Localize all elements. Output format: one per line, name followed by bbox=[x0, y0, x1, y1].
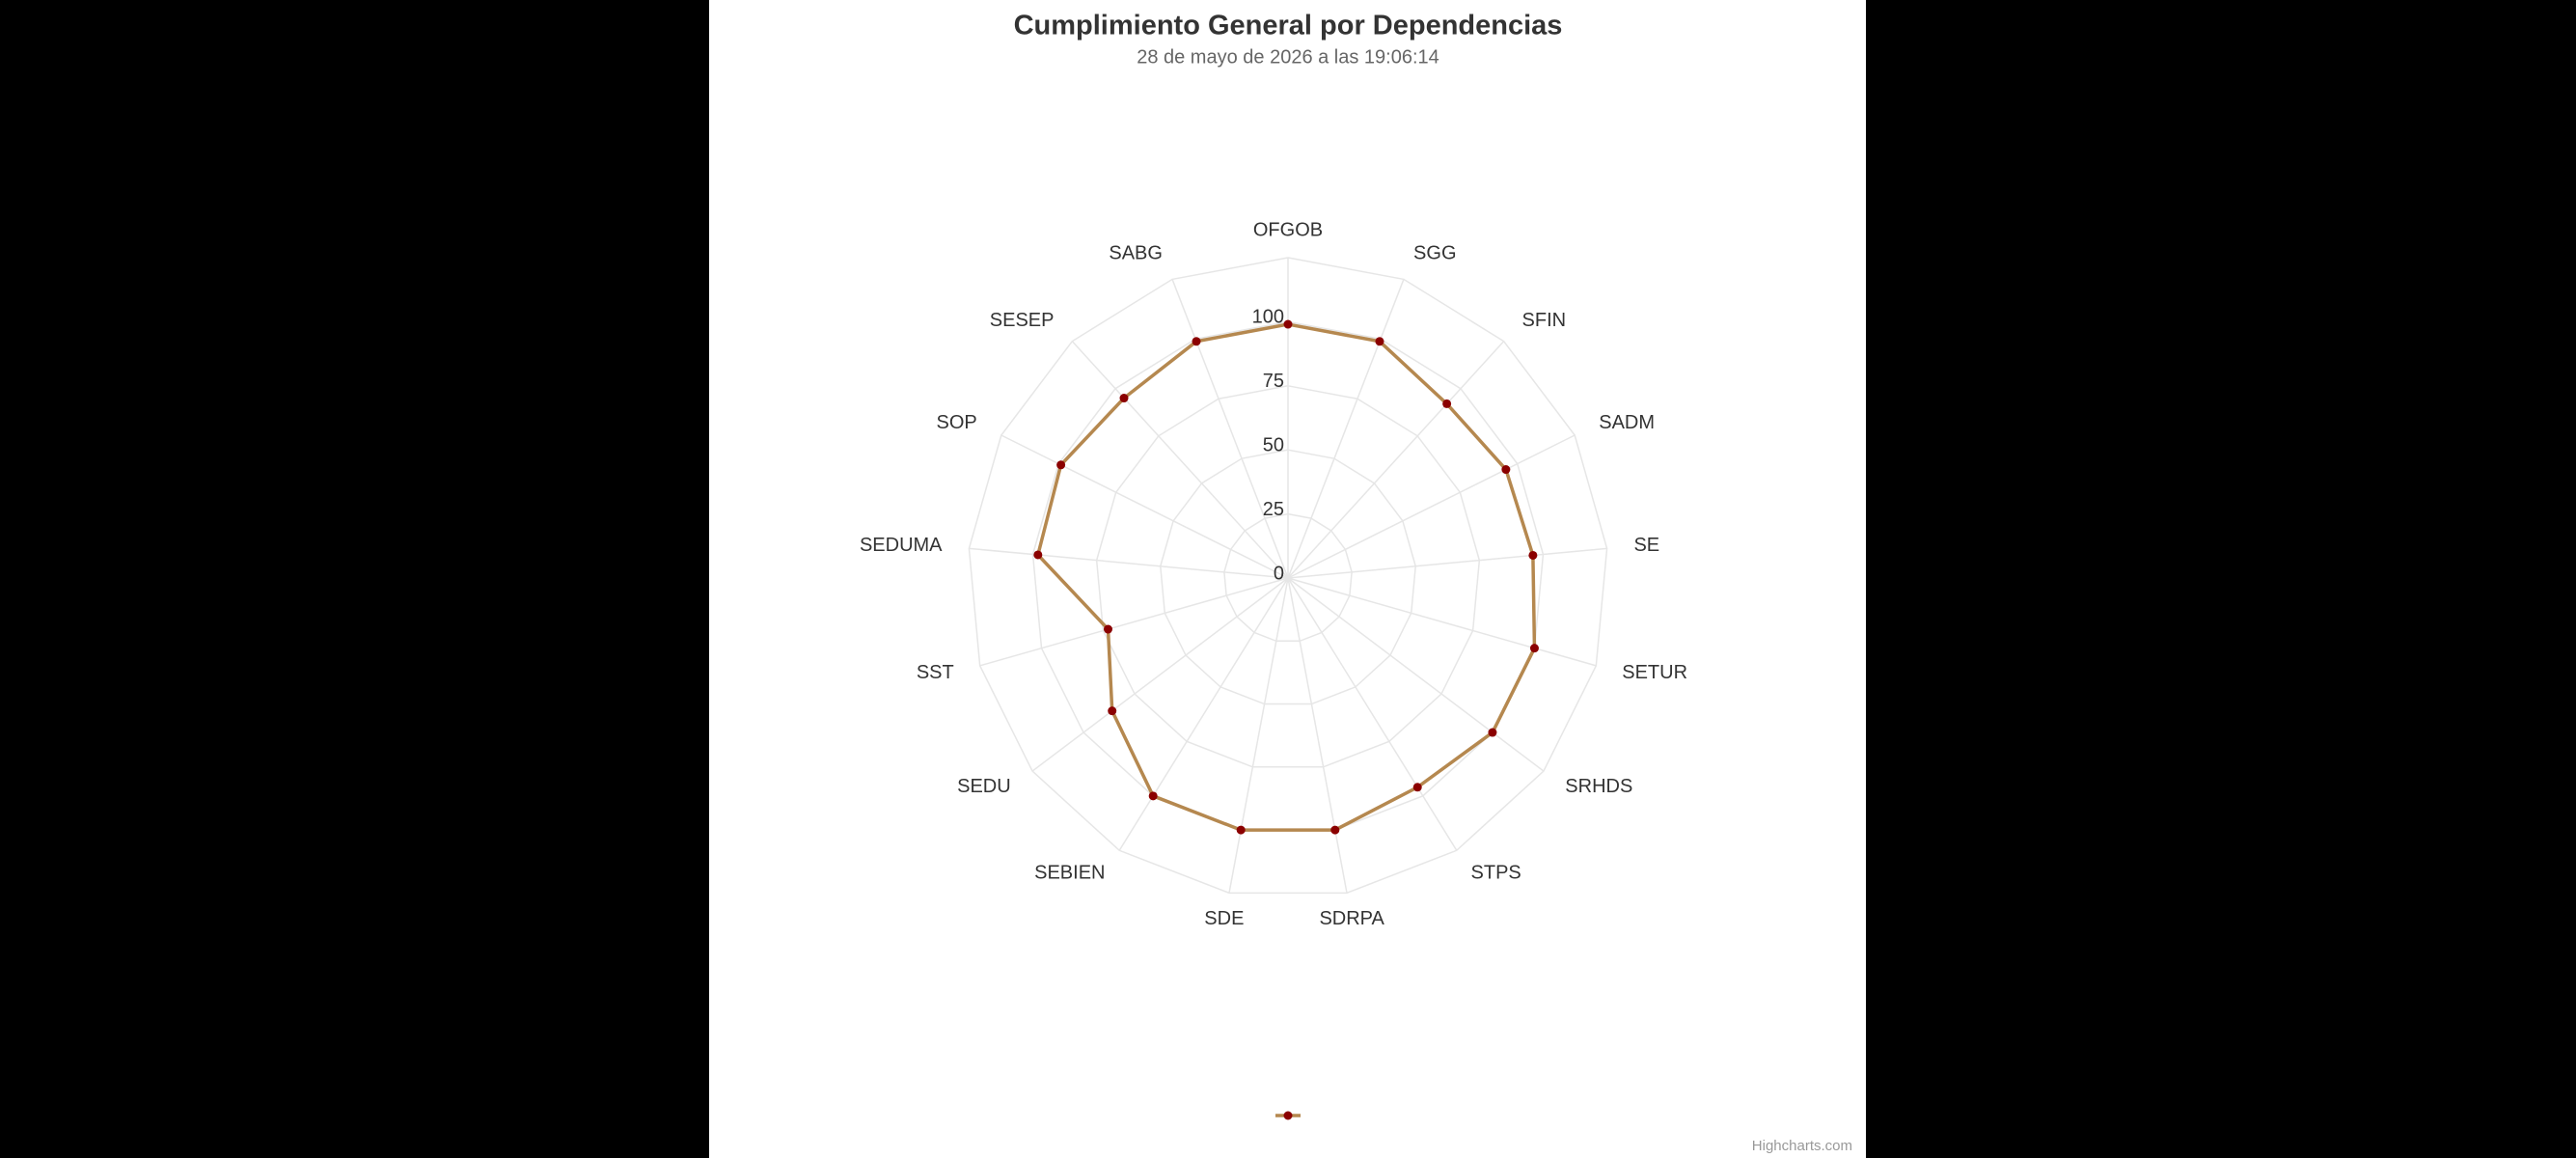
category-label: SST bbox=[917, 662, 954, 683]
category-label: SESEP bbox=[990, 310, 1055, 331]
series-line bbox=[1035, 322, 1537, 832]
grid-ring bbox=[1160, 449, 1416, 705]
data-point bbox=[1236, 825, 1246, 835]
spoke bbox=[1287, 577, 1545, 772]
data-point bbox=[1375, 337, 1384, 346]
category-label: SEBIEN bbox=[1034, 862, 1105, 883]
data-point bbox=[1192, 337, 1201, 346]
y-tick-label: 25 bbox=[1263, 499, 1284, 520]
spoke bbox=[1287, 434, 1576, 579]
category-label: SABG bbox=[1109, 243, 1163, 264]
data-point bbox=[1528, 550, 1538, 560]
category-label: SRHDS bbox=[1565, 776, 1632, 797]
category-label: SGG bbox=[1413, 243, 1456, 264]
credits: Highcharts.com bbox=[1752, 1138, 1852, 1154]
spoke bbox=[1000, 434, 1289, 579]
category-label: SFIN bbox=[1522, 310, 1567, 331]
category-label: SEDU bbox=[957, 776, 1011, 797]
y-tick-label: 100 bbox=[1252, 307, 1284, 328]
data-point bbox=[1283, 319, 1293, 329]
legend-symbol-marker bbox=[1283, 1111, 1293, 1120]
grid-ring bbox=[1223, 512, 1353, 643]
data-point bbox=[1056, 460, 1066, 470]
category-label: SETUR bbox=[1622, 662, 1687, 683]
y-tick-label: 50 bbox=[1263, 434, 1284, 455]
chart-subtitle: 28 de mayo de 2026 a las 19:06:14 bbox=[1137, 46, 1439, 68]
spoke bbox=[969, 547, 1289, 579]
data-point bbox=[1104, 624, 1113, 634]
spoke bbox=[1287, 279, 1405, 579]
data-point bbox=[1442, 399, 1452, 408]
grid-ring bbox=[1095, 385, 1481, 768]
spoke bbox=[1031, 577, 1289, 772]
data-point bbox=[1330, 825, 1340, 835]
data-point bbox=[1488, 728, 1497, 737]
spoke bbox=[1287, 577, 1597, 667]
y-tick-label: 0 bbox=[1274, 563, 1284, 584]
category-label: SDE bbox=[1204, 908, 1244, 929]
data-point bbox=[1148, 791, 1158, 801]
data-point bbox=[1412, 783, 1422, 792]
data-point bbox=[1119, 394, 1129, 403]
category-label: OFGOB bbox=[1253, 219, 1323, 240]
category-label: SOP bbox=[936, 412, 976, 433]
spoke bbox=[1287, 341, 1505, 579]
category-label: SDRPA bbox=[1319, 908, 1384, 929]
spoke bbox=[979, 577, 1289, 667]
spoke bbox=[1287, 577, 1348, 894]
category-label: STPS bbox=[1471, 862, 1521, 883]
category-label: SADM bbox=[1599, 412, 1655, 433]
spoke bbox=[1228, 577, 1289, 894]
plot: 0 25 50 75 100 OFGOB SGG SFIN SADM SE SETUR SRHDS ST… bbox=[860, 219, 1687, 1120]
data-point bbox=[1033, 550, 1043, 560]
category-label: SE bbox=[1633, 535, 1659, 556]
outer-ring bbox=[968, 257, 1608, 895]
data-point bbox=[1108, 706, 1117, 716]
spoke bbox=[1171, 279, 1289, 579]
spoke bbox=[1071, 341, 1289, 579]
chart-title: Cumplimiento General por Dependencias bbox=[1014, 11, 1563, 41]
spoke bbox=[1287, 547, 1607, 579]
data-point bbox=[1501, 465, 1511, 475]
spoke bbox=[1118, 577, 1289, 851]
data-point bbox=[1529, 644, 1539, 653]
category-label: SEDUMA bbox=[860, 535, 943, 556]
y-tick-label: 75 bbox=[1263, 371, 1284, 392]
spoke bbox=[1287, 577, 1458, 851]
